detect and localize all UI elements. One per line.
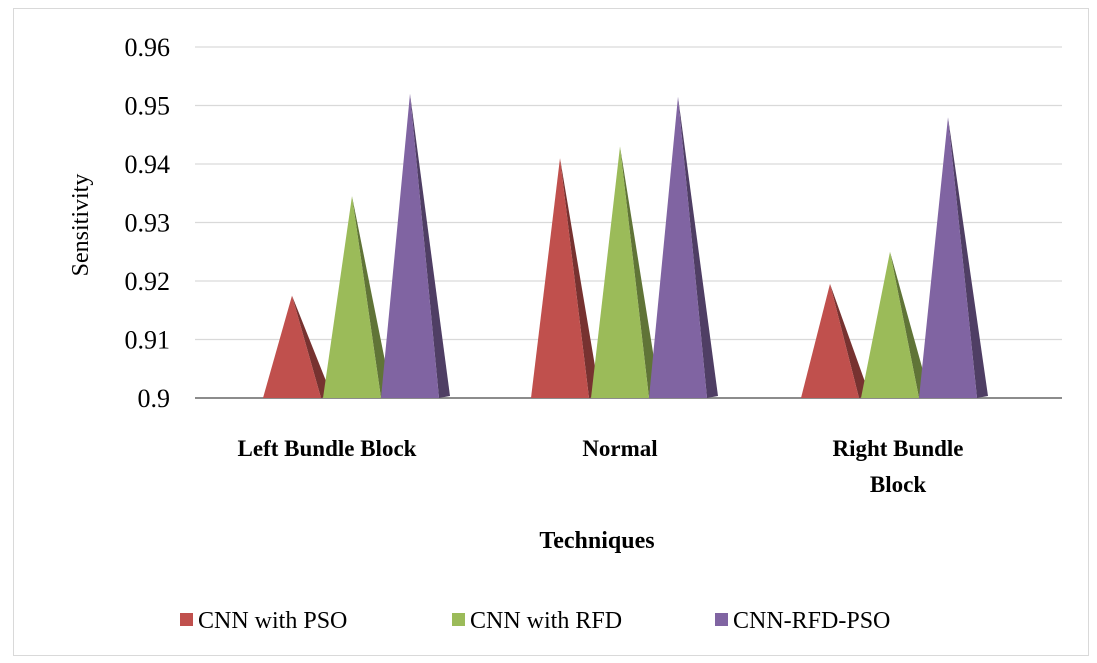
legend-item: CNN-RFD-PSO <box>715 608 890 634</box>
bar-side-face <box>890 251 930 398</box>
bar-front-face <box>591 146 649 398</box>
bar-front-face <box>919 117 977 398</box>
bar-front-face <box>861 251 919 398</box>
bar-side-face <box>678 96 718 398</box>
bars <box>263 93 988 399</box>
y-tick-label: 0.94 <box>125 150 171 179</box>
bar-cnn-with-rfd-0 <box>323 196 392 398</box>
bar-front-face <box>801 283 859 398</box>
legend-label: CNN with RFD <box>470 608 622 634</box>
bar-cnn-rfd-pso-1 <box>649 96 718 398</box>
bar-front-face <box>531 158 589 398</box>
legend: CNN with PSO CNN with RFD CNN-RFD-PSO <box>180 608 890 634</box>
y-tick-label: 0.93 <box>125 209 171 238</box>
category-label: Block <box>870 472 926 497</box>
category-label: Normal <box>582 436 657 461</box>
legend-item: CNN with RFD <box>452 608 622 634</box>
legend-label: CNN with PSO <box>198 608 347 634</box>
bar-side-face <box>830 283 870 398</box>
legend-swatch <box>715 613 728 626</box>
bar-side-face <box>560 158 600 398</box>
legend-item: CNN with PSO <box>180 608 347 634</box>
legend-swatch <box>452 613 465 626</box>
y-tick-label: 0.96 <box>125 33 171 62</box>
bar-cnn-with-pso-0 <box>263 295 332 398</box>
bar-side-face <box>948 117 988 398</box>
y-axis-title: Sensitivity <box>68 174 94 277</box>
bar-front-face <box>323 196 381 398</box>
bar-cnn-rfd-pso-0 <box>381 93 450 399</box>
bar-side-face <box>292 295 332 398</box>
y-tick-labels: 0.96 0.95 0.94 0.93 0.92 0.91 0.9 <box>125 33 171 413</box>
bar-side-face <box>410 93 450 399</box>
y-tick-label: 0.9 <box>138 384 171 413</box>
bar-cnn-with-rfd-2 <box>861 251 930 398</box>
legend-swatch <box>180 613 193 626</box>
y-tick-label: 0.92 <box>125 267 171 296</box>
x-axis-title: Techniques <box>539 528 654 554</box>
bar-cnn-rfd-pso-2 <box>919 117 988 398</box>
bar-side-face <box>620 146 660 398</box>
category-labels: Left Bundle Block Normal Right Bundle Block <box>238 436 964 497</box>
bar-cnn-with-pso-1 <box>531 158 600 398</box>
y-tick-label: 0.95 <box>125 92 171 121</box>
bar-front-face <box>649 96 707 398</box>
bar-cnn-with-rfd-1 <box>591 146 660 398</box>
bar-front-face <box>381 93 439 399</box>
category-label: Right Bundle <box>832 436 963 461</box>
y-tick-label: 0.91 <box>125 326 171 355</box>
category-label: Left Bundle Block <box>238 436 417 461</box>
bar-front-face <box>263 295 321 398</box>
bar-side-face <box>352 196 392 398</box>
bar-cnn-with-pso-2 <box>801 283 870 398</box>
legend-label: CNN-RFD-PSO <box>733 608 890 634</box>
